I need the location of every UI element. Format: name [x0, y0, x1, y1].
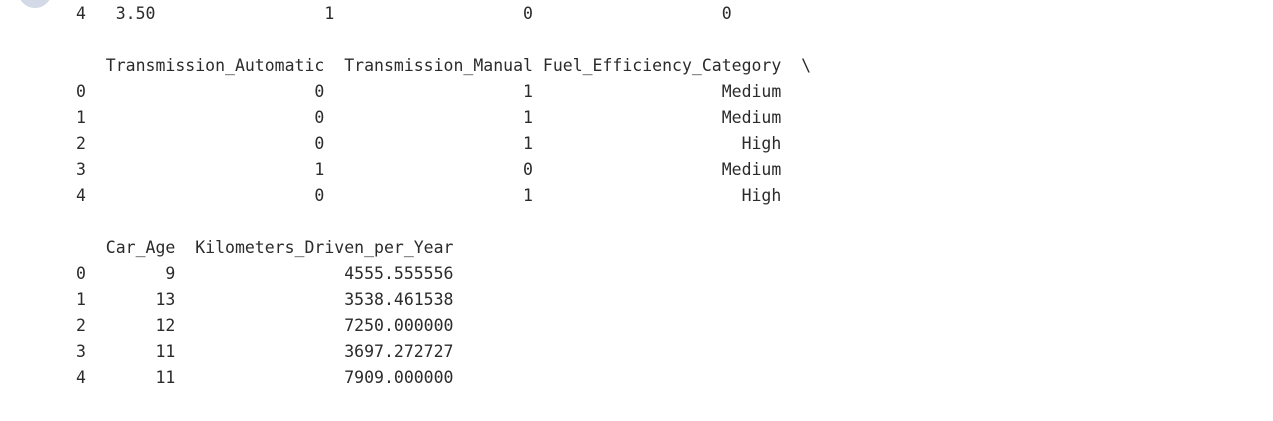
output-header-car-age: Car_Age Kilometers_Driven_per_Year — [76, 238, 454, 257]
output-line-row4-prev-block: 4 3.50 1 0 0 — [76, 4, 732, 23]
table-row: 0 0 1 Medium — [76, 82, 782, 101]
output-header-transmission: Transmission_Automatic Transmission_Manu… — [76, 56, 812, 75]
table-row: 3 11 3697.272727 — [76, 342, 454, 361]
table-row: 1 13 3538.461538 — [76, 290, 454, 309]
table-row: 2 12 7250.000000 — [76, 316, 454, 335]
table-row: 4 0 1 High — [76, 186, 782, 205]
table-row: 4 11 7909.000000 — [76, 368, 454, 387]
table-row: 0 9 4555.555556 — [76, 264, 454, 283]
table-row: 1 0 1 Medium — [76, 108, 782, 127]
table-row: 2 0 1 High — [76, 134, 782, 153]
table-row: 3 1 0 Medium — [76, 160, 782, 179]
scroll-handle[interactable] — [18, 0, 52, 8]
